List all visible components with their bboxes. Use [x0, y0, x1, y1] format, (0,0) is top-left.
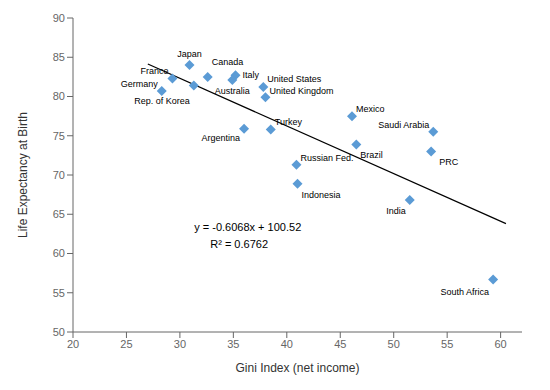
svg-text:60: 60 [53, 247, 65, 259]
svg-text:Indonesia: Indonesia [302, 190, 341, 200]
svg-text:United Kingdom: United Kingdom [269, 86, 333, 96]
svg-text:Japan: Japan [177, 49, 202, 59]
svg-text:United States: United States [267, 74, 322, 84]
svg-text:India: India [386, 206, 406, 216]
svg-text:65: 65 [53, 208, 65, 220]
svg-text:Life Expectancy at Birth: Life Expectancy at Birth [16, 112, 30, 238]
svg-text:70: 70 [53, 169, 65, 181]
svg-text:30: 30 [174, 338, 186, 350]
svg-text:60: 60 [494, 338, 506, 350]
svg-text:Turkey: Turkey [275, 117, 303, 127]
svg-text:Gini Index (net income): Gini Index (net income) [235, 361, 359, 375]
svg-text:Australia: Australia [215, 86, 250, 96]
svg-text:85: 85 [53, 51, 65, 63]
svg-text:France: France [140, 66, 168, 76]
svg-text:35: 35 [227, 338, 239, 350]
svg-text:50: 50 [53, 326, 65, 338]
svg-text:South Africa: South Africa [441, 287, 490, 297]
svg-text:45: 45 [334, 338, 346, 350]
svg-text:Brazil: Brazil [360, 150, 383, 160]
svg-text:90: 90 [53, 12, 65, 24]
svg-text:Saudi Arabia: Saudi Arabia [378, 120, 429, 130]
svg-text:Germany: Germany [121, 79, 159, 89]
svg-text:Canada: Canada [212, 57, 244, 67]
svg-text:Argentina: Argentina [202, 133, 241, 143]
svg-text:20: 20 [67, 338, 79, 350]
svg-text:80: 80 [53, 90, 65, 102]
svg-text:Mexico: Mexico [356, 104, 385, 114]
svg-text:PRC: PRC [439, 157, 459, 167]
svg-text:Russian Fed.: Russian Fed. [300, 153, 353, 163]
svg-text:25: 25 [120, 338, 132, 350]
html-text:y = -0.6068x + 100.52: y = -0.6068x + 100.52 [194, 221, 302, 233]
svg-text:50: 50 [388, 338, 400, 350]
svg-text:75: 75 [53, 130, 65, 142]
html-text:R² = 0.6762: R² = 0.6762 [210, 238, 268, 250]
svg-text:55: 55 [53, 287, 65, 299]
svg-text:40: 40 [281, 338, 293, 350]
svg-text:Italy: Italy [242, 70, 259, 80]
svg-text:Rep. of Korea: Rep. of Korea [134, 96, 190, 106]
svg-text:55: 55 [441, 338, 453, 350]
